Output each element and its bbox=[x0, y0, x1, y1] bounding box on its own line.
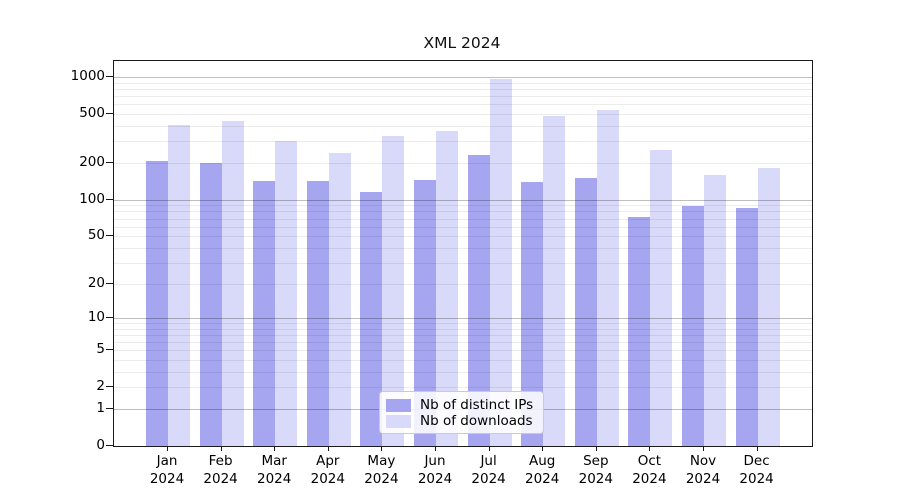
bar-distinct-ips bbox=[467, 155, 490, 446]
x-tick-label: May 2024 bbox=[364, 453, 399, 487]
bar-distinct-ips bbox=[253, 181, 276, 446]
x-tick-label: Jun 2024 bbox=[417, 453, 453, 487]
y-tick-label: 1 bbox=[96, 400, 105, 416]
bar-distinct-ips bbox=[360, 191, 383, 446]
y-tick bbox=[106, 113, 113, 115]
gridline-minor bbox=[114, 104, 812, 106]
x-tick bbox=[274, 446, 276, 451]
legend-label-distinct-ips: Nb of distinct IPs bbox=[420, 397, 534, 413]
x-tick-label: Mar 2024 bbox=[257, 453, 292, 487]
x-tick bbox=[167, 446, 168, 451]
y-tick bbox=[106, 282, 113, 284]
bar-downloads bbox=[382, 135, 405, 446]
y-tick-label: 100 bbox=[79, 190, 105, 207]
bar-downloads bbox=[650, 149, 673, 446]
bar-downloads bbox=[757, 167, 780, 446]
x-tick bbox=[542, 446, 544, 451]
bar-downloads bbox=[543, 115, 566, 446]
y-tick bbox=[106, 198, 113, 200]
legend-swatch-downloads bbox=[386, 414, 411, 428]
legend-item-downloads: Nb of downloads bbox=[386, 413, 537, 429]
bar-downloads bbox=[704, 175, 726, 446]
gridline-minor bbox=[114, 141, 812, 143]
y-tick-label: 1000 bbox=[70, 68, 105, 85]
x-tick bbox=[488, 446, 490, 451]
bar-downloads bbox=[489, 78, 512, 446]
x-tick-label: Sep 2024 bbox=[578, 453, 613, 487]
y-tick bbox=[106, 445, 113, 446]
gridline-minor bbox=[114, 89, 812, 91]
bar-distinct-ips bbox=[735, 207, 758, 446]
legend-swatch-distinct-ips bbox=[386, 398, 411, 412]
bar-distinct-ips bbox=[414, 179, 436, 446]
bar-distinct-ips bbox=[199, 163, 222, 446]
legend: Nb of distinct IPs Nb of downloads bbox=[379, 391, 544, 434]
bar-distinct-ips bbox=[574, 177, 597, 446]
gridline-minor bbox=[114, 126, 812, 127]
x-tick bbox=[435, 446, 436, 451]
bar-downloads bbox=[436, 130, 458, 446]
gridline-minor bbox=[114, 96, 812, 98]
y-tick-label: 5 bbox=[96, 341, 105, 358]
x-tick bbox=[327, 446, 329, 451]
x-tick bbox=[756, 446, 758, 451]
bar-distinct-ips bbox=[628, 217, 651, 446]
y-tick bbox=[106, 349, 113, 351]
y-tick bbox=[106, 235, 113, 237]
bar-downloads bbox=[596, 110, 619, 446]
x-tick bbox=[595, 446, 597, 451]
gridline-major bbox=[114, 77, 812, 79]
legend-label-downloads: Nb of downloads bbox=[420, 413, 533, 429]
bar-distinct-ips bbox=[682, 206, 704, 446]
y-tick bbox=[106, 386, 113, 388]
y-tick bbox=[106, 76, 113, 78]
bar-distinct-ips bbox=[521, 181, 544, 446]
x-tick-label: Feb 2024 bbox=[203, 453, 238, 487]
x-tick bbox=[381, 446, 383, 451]
gridline-minor bbox=[114, 114, 812, 116]
y-tick bbox=[106, 317, 113, 318]
y-tick-label: 2 bbox=[96, 378, 105, 395]
x-tick-label: Apr 2024 bbox=[310, 453, 345, 487]
bar-distinct-ips bbox=[306, 180, 329, 446]
x-tick bbox=[703, 446, 704, 451]
legend-item-distinct-ips: Nb of distinct IPs bbox=[386, 397, 537, 413]
x-tick-label: Jan 2024 bbox=[149, 453, 185, 487]
y-tick bbox=[106, 161, 113, 163]
x-tick-label: Nov 2024 bbox=[685, 453, 721, 487]
y-tick-label: 0 bbox=[96, 437, 105, 453]
bar-downloads bbox=[221, 121, 244, 446]
y-tick-label: 20 bbox=[87, 274, 105, 291]
bar-downloads bbox=[275, 141, 298, 446]
x-tick-label: Jul 2024 bbox=[471, 453, 506, 487]
bar-downloads bbox=[168, 124, 190, 446]
bar-downloads bbox=[328, 152, 351, 446]
chart-title: XML 2024 bbox=[423, 34, 501, 52]
x-tick bbox=[649, 446, 651, 451]
y-tick-label: 200 bbox=[79, 153, 105, 170]
x-tick-label: Aug 2024 bbox=[525, 453, 560, 487]
x-tick bbox=[220, 446, 222, 451]
y-tick-label: 50 bbox=[87, 227, 105, 244]
y-tick-label: 10 bbox=[87, 309, 105, 325]
y-tick-label: 500 bbox=[79, 105, 105, 122]
x-tick-label: Oct 2024 bbox=[632, 453, 667, 487]
y-tick bbox=[106, 408, 113, 409]
gridline-minor bbox=[114, 82, 812, 84]
bar-distinct-ips bbox=[146, 161, 168, 446]
x-tick-label: Dec 2024 bbox=[739, 453, 774, 487]
plot-area bbox=[113, 60, 813, 447]
